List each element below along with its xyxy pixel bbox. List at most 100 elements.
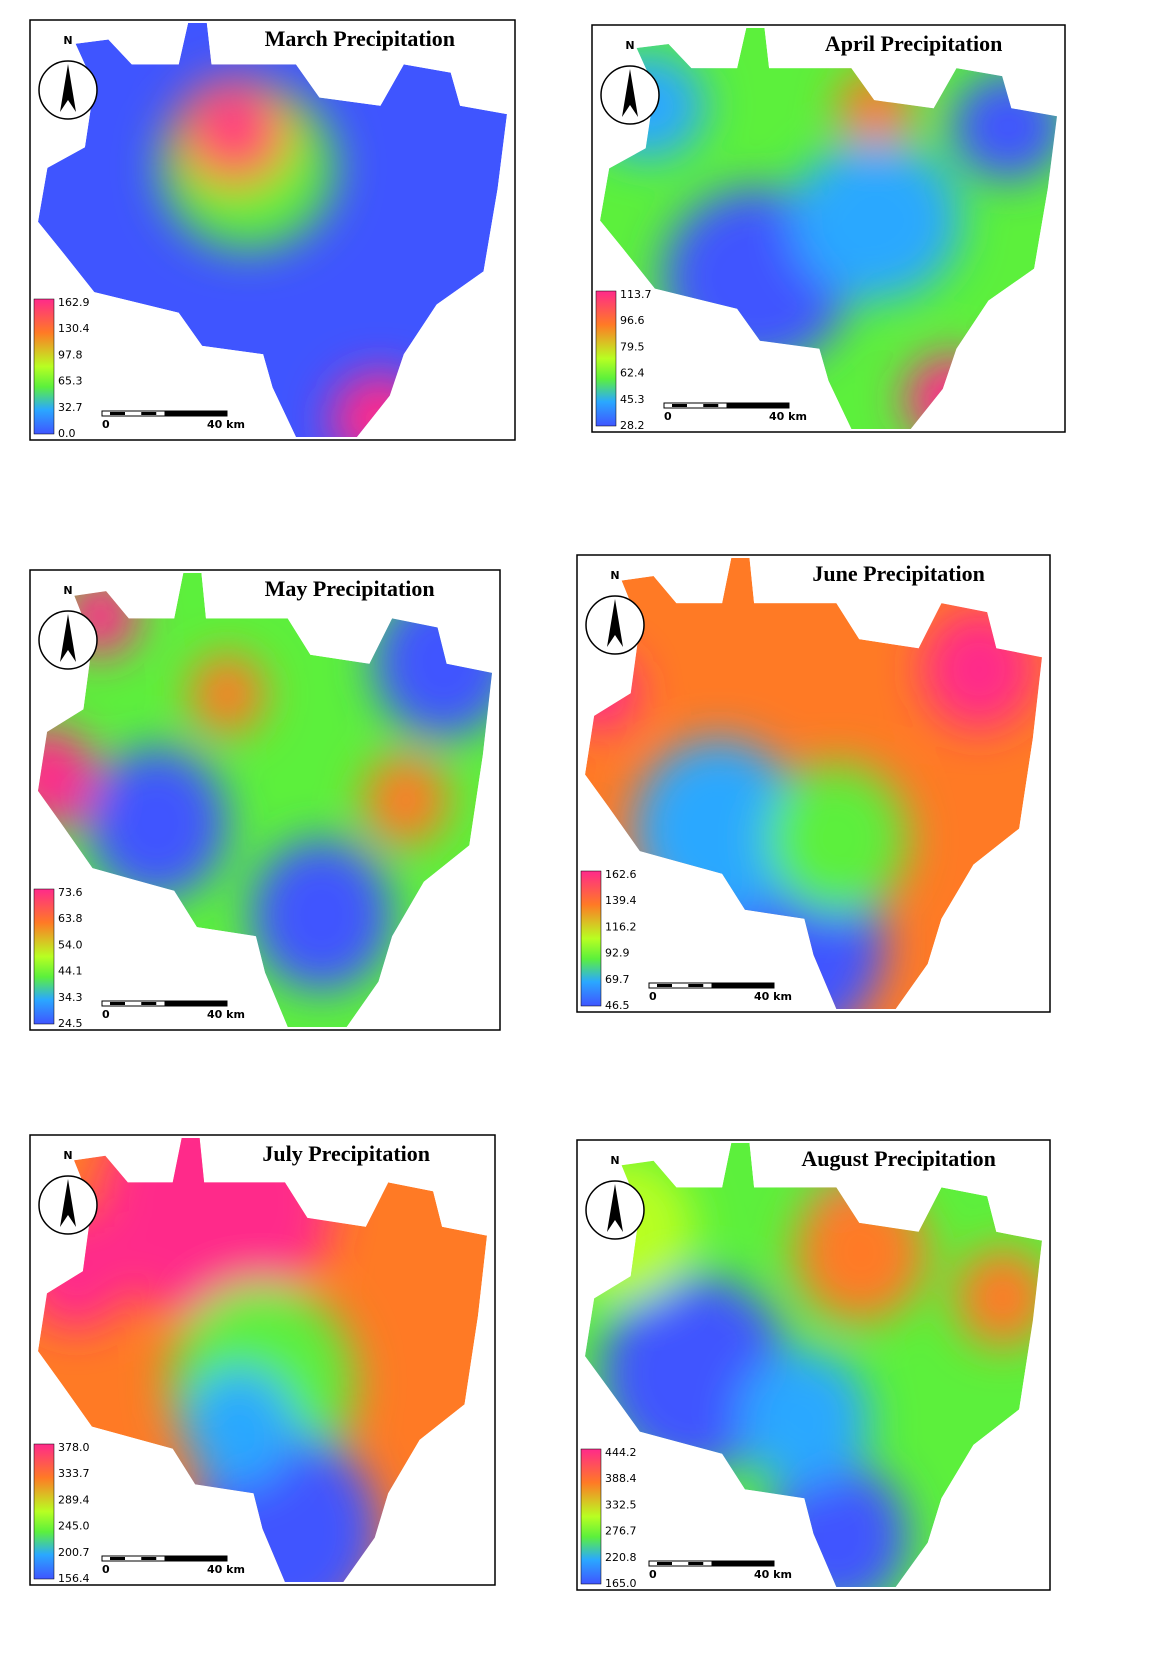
scale-start: 0: [649, 990, 657, 1003]
frame: [29, 1134, 496, 1586]
scale-seg: [711, 1561, 774, 1566]
legend-label: 54.0: [58, 938, 83, 951]
scale-start: 0: [102, 1563, 110, 1576]
legend-label: 113.7: [620, 288, 652, 301]
legend-label: 28.2: [620, 419, 645, 432]
legend-label: 378.0: [58, 1441, 90, 1454]
map-area: [38, 23, 507, 437]
legend-label: 46.5: [605, 999, 630, 1012]
scale-seg: [141, 1002, 157, 1005]
north-label: N: [63, 1149, 72, 1162]
legend-label: 34.3: [58, 991, 83, 1004]
legend-bar: [580, 870, 602, 1007]
scale-start: 0: [102, 418, 110, 431]
north-arrow: [60, 64, 76, 112]
scale-start: 0: [102, 1008, 110, 1021]
legend-label: 388.4: [605, 1472, 637, 1485]
scale-seg: [110, 1002, 125, 1005]
legend-label: 444.2: [605, 1446, 637, 1459]
precip-zone: [955, 1248, 1042, 1347]
scale-end: 40 km: [754, 1568, 792, 1581]
scale-seg: [726, 403, 789, 408]
scale-end: 40 km: [769, 410, 807, 423]
precip-zone: [38, 726, 96, 828]
legend-label: 45.3: [620, 393, 645, 406]
legend-label: 96.6: [620, 314, 645, 327]
frame: [576, 554, 1051, 1013]
map-area: [600, 28, 1057, 429]
precip-zone: [951, 73, 1057, 181]
legend-bar: [33, 1443, 55, 1580]
legend-label: 116.2: [605, 920, 637, 933]
legend-label: 79.5: [620, 340, 645, 353]
precip-zone: [373, 586, 492, 738]
north-label: N: [610, 569, 619, 582]
scale-seg: [688, 984, 704, 987]
precip-zone: [585, 651, 639, 733]
legend-label: 162.9: [58, 296, 90, 309]
north-arrow: [622, 69, 638, 117]
map-title: June Precipitation: [812, 561, 985, 586]
legend-label: 24.5: [58, 1017, 83, 1030]
map-title: May Precipitation: [265, 576, 435, 601]
north-arrow: [60, 614, 76, 662]
map-area: [38, 573, 492, 1027]
precip-zone: [794, 1183, 928, 1322]
scale-seg: [110, 412, 125, 415]
map-panel: June Precipitation N 162.6 139.4 116.2 92.9 69…: [576, 554, 1051, 1013]
legend-label: 200.7: [58, 1546, 90, 1559]
scale-seg: [703, 404, 719, 407]
frame: [576, 1139, 1051, 1591]
legend-label: 97.8: [58, 348, 83, 361]
north-arrow: [607, 599, 623, 647]
legend-label: 65.3: [58, 375, 83, 388]
map-title: March Precipitation: [265, 26, 455, 51]
precip-zone: [737, 1349, 871, 1489]
scale-seg: [657, 984, 672, 987]
scale-seg: [164, 411, 227, 416]
legend-bar: [580, 1448, 602, 1585]
precip-zone: [330, 372, 428, 437]
precip-zone: [904, 354, 999, 429]
map-title: August Precipitation: [801, 1146, 996, 1171]
scale-end: 40 km: [207, 1008, 245, 1021]
precip-zone: [199, 92, 268, 158]
legend-label: 130.4: [58, 322, 90, 335]
north-arrow: [60, 1179, 76, 1227]
legend-label: 333.7: [58, 1467, 90, 1480]
legend-label: 245.0: [58, 1520, 90, 1533]
north-label: N: [625, 39, 634, 52]
scale-end: 40 km: [207, 1563, 245, 1576]
legend-label: 62.4: [620, 367, 645, 380]
precip-zone: [790, 139, 961, 301]
legend-label: 220.8: [605, 1551, 637, 1564]
scale-end: 40 km: [207, 418, 245, 431]
scale-seg: [657, 1562, 672, 1565]
legend-bar: [33, 888, 55, 1025]
scale-seg: [711, 983, 774, 988]
north-label: N: [610, 1154, 619, 1167]
frame: [29, 19, 516, 441]
legend-bar: [595, 290, 617, 427]
map-panel: April Precipitation N 113.7 96.6 79.5 62.4 45.…: [591, 24, 1066, 433]
legend-label: 63.8: [58, 912, 83, 925]
legend-label: 162.6: [605, 868, 637, 881]
precip-zone: [250, 839, 392, 991]
map-panel: August Precipitation N 444.2 388.4 332.5 276.…: [576, 1139, 1051, 1591]
legend-label: 332.5: [605, 1498, 637, 1511]
scale-seg: [110, 1557, 125, 1560]
scale-seg: [672, 404, 687, 407]
north-label: N: [63, 34, 72, 47]
legend-label: 92.9: [605, 947, 630, 960]
precip-zone: [99, 1138, 333, 1327]
precip-zone: [86, 747, 228, 899]
scale-seg: [164, 1556, 227, 1561]
map-title: April Precipitation: [825, 31, 1002, 56]
precip-zone: [766, 762, 909, 914]
precip-zone: [837, 70, 914, 143]
legend-label: 73.6: [58, 886, 83, 899]
frame: [29, 569, 501, 1031]
map-title: July Precipitation: [262, 1141, 430, 1166]
scale-seg: [141, 1557, 157, 1560]
